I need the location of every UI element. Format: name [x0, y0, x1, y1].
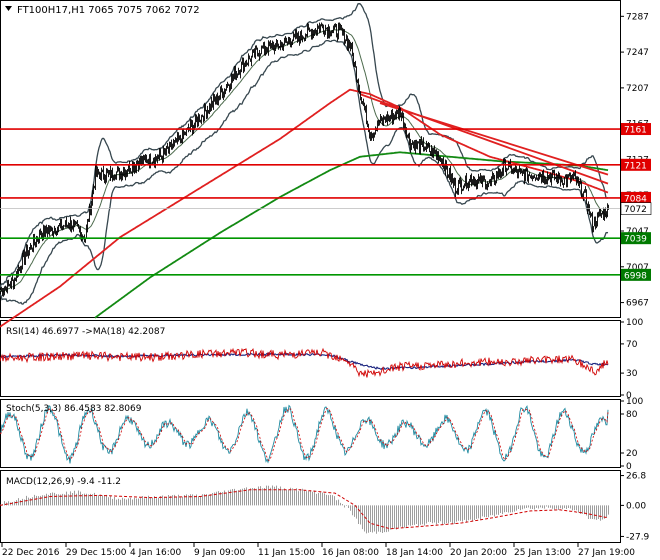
- level-label-green-bg: [621, 268, 651, 281]
- moving-average-green: [94, 151, 609, 319]
- macd-panel-frame: [0, 470, 621, 543]
- main-price-panel: [0, 3, 620, 328]
- rsi-tick-label: 0: [626, 391, 632, 401]
- time-tick-label: 25 Jan 13:00: [514, 548, 571, 558]
- macd-tick-label: 0.00: [626, 501, 646, 511]
- rsi-tick-label: 100: [626, 318, 643, 328]
- price-tick-label: 7207: [626, 84, 649, 94]
- macd-panel: [0, 485, 609, 534]
- price-tick-label: 7247: [626, 48, 649, 58]
- level-label-red-bg: [621, 123, 651, 136]
- time-tick-label: 27 Jan 19:00: [578, 548, 635, 558]
- rsi-title: RSI(14) 46.6977 ->MA(18) 42.2087: [6, 327, 165, 337]
- current-price-label: 7072: [624, 205, 647, 215]
- time-tick-label: 22 Dec 2016: [2, 548, 60, 558]
- price-tick-label: 7007: [626, 263, 649, 273]
- level-label-green-bg: [621, 232, 651, 245]
- current-price-label-bg: [620, 202, 652, 215]
- level-label-green: 6998: [624, 271, 647, 281]
- price-tick-label: 7047: [626, 227, 649, 237]
- stoch-panel: [0, 404, 609, 464]
- level-label-red: 7161: [624, 126, 647, 136]
- stoch-tick-label: 0: [626, 462, 632, 472]
- axes: 6967700770477087712771677207724772877161…: [1, 12, 652, 558]
- macd-tick-label: -27.9: [626, 532, 650, 542]
- triangle-down-icon[interactable]: [5, 6, 12, 11]
- stoch-tick-label: 80: [626, 410, 638, 420]
- time-tick-label: 4 Jan 16:00: [130, 548, 182, 558]
- macd-signal-line: [0, 489, 609, 530]
- trend-line-2: [379, 102, 609, 176]
- time-tick-label: 9 Jan 09:00: [194, 548, 246, 558]
- main-panel-frame: [0, 0, 621, 318]
- symbol-title: FT100H17,H1 7065 7075 7062 7072: [17, 5, 200, 16]
- bollinger-lower-band: [0, 39, 609, 305]
- rsi-line: [0, 347, 609, 378]
- moving-average-red: [0, 88, 609, 328]
- level-label-red-bg: [621, 191, 651, 204]
- stoch-tick-label: 20: [626, 449, 638, 459]
- rsi-tick-label: 30: [626, 369, 638, 379]
- time-tick-label: 11 Jan 15:00: [258, 548, 315, 558]
- stoch-title: Stoch(5,3,3) 86.4583 82.8069: [6, 404, 142, 414]
- bollinger-upper-band: [0, 3, 609, 288]
- rsi-panel-frame: [0, 320, 621, 397]
- time-tick-label: 29 Dec 15:00: [66, 548, 127, 558]
- level-label-red: 7084: [624, 194, 647, 204]
- stoch-tick-label: 100: [626, 397, 643, 407]
- level-label-red: 7121: [624, 161, 647, 171]
- level-label-green: 7039: [624, 235, 647, 245]
- price-tick-label: 6967: [626, 299, 649, 309]
- rsi-panel: [0, 347, 609, 378]
- stoch-signal-line: [0, 407, 609, 462]
- macd-tick-label: 26.8: [626, 472, 646, 482]
- price-tick-label: 7287: [626, 12, 649, 22]
- time-tick-label: 18 Jan 14:00: [386, 548, 443, 558]
- macd-title: MACD(12,26,9) -9.4 -11.2: [6, 477, 121, 487]
- level-label-red-bg: [621, 158, 651, 171]
- time-tick-label: 16 Jan 08:00: [322, 548, 379, 558]
- time-tick-label: 20 Jan 20:00: [450, 548, 507, 558]
- stoch-main-line: [0, 404, 609, 464]
- rsi-tick-label: 70: [626, 340, 638, 350]
